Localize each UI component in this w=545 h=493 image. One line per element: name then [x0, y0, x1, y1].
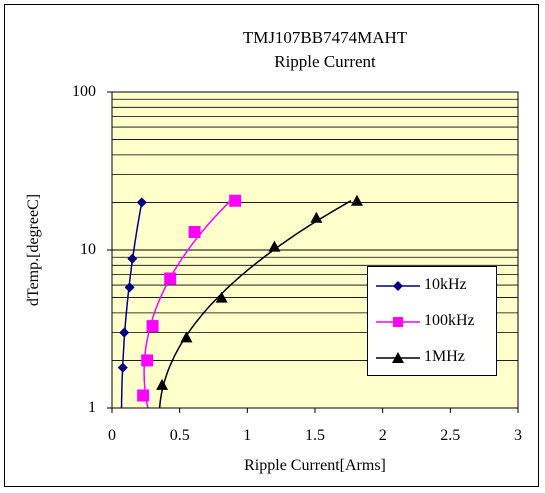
data-point [136, 197, 147, 208]
data-point [215, 291, 228, 303]
series-layer [117, 194, 363, 409]
x-tick-label: 1 [243, 427, 252, 444]
x-axis-label: Ripple Current[Arms] [244, 457, 386, 474]
data-point [127, 253, 138, 264]
legend-label: 10kHz [424, 276, 467, 293]
y-tick-label: 100 [72, 83, 96, 100]
data-point [141, 354, 154, 367]
data-point [156, 378, 169, 390]
data-point [146, 320, 159, 333]
data-point [119, 327, 130, 338]
data-point [188, 225, 201, 238]
x-tick-label: 2.5 [440, 427, 461, 444]
tick-marks [107, 91, 519, 413]
data-point [310, 211, 323, 223]
x-tick-label: 3 [514, 427, 522, 444]
data-point [350, 194, 363, 206]
data-point [117, 362, 128, 373]
x-tick-label: 2 [378, 427, 387, 444]
series-line-1MHz [158, 200, 352, 409]
x-tick-label: 1.5 [305, 427, 325, 444]
y-axis-label: dTemp.[degreeC] [25, 193, 42, 307]
x-tick-label: 0.5 [169, 427, 190, 444]
legend-swatch-triangle-icon [376, 352, 420, 363]
chart-subtitle: Ripple Current [274, 52, 376, 71]
x-tick-label: 0 [108, 427, 116, 444]
legend-item-1mhz: 1MHz [368, 343, 496, 373]
legend-swatch-diamond-icon [376, 281, 420, 291]
data-point [229, 194, 242, 207]
legend: 10kHz 100kHz 1MHz [367, 266, 497, 376]
legend-item-10khz: 10kHz [368, 271, 496, 301]
data-point [124, 282, 135, 293]
legend-label: 1MHz [424, 348, 465, 365]
legend-item-100khz: 100kHz [368, 307, 496, 337]
y-tick-label: 1 [88, 399, 96, 416]
data-point [268, 240, 281, 252]
series-line-10kHz [120, 202, 143, 409]
chart-title: TMJ107BB7474MAHT [242, 28, 408, 47]
legend-label: 100kHz [424, 312, 475, 329]
data-point [164, 272, 177, 285]
data-point [180, 331, 193, 343]
y-tick-label: 10 [80, 241, 96, 258]
data-point [137, 389, 150, 402]
legend-swatch-square-icon [376, 317, 420, 327]
